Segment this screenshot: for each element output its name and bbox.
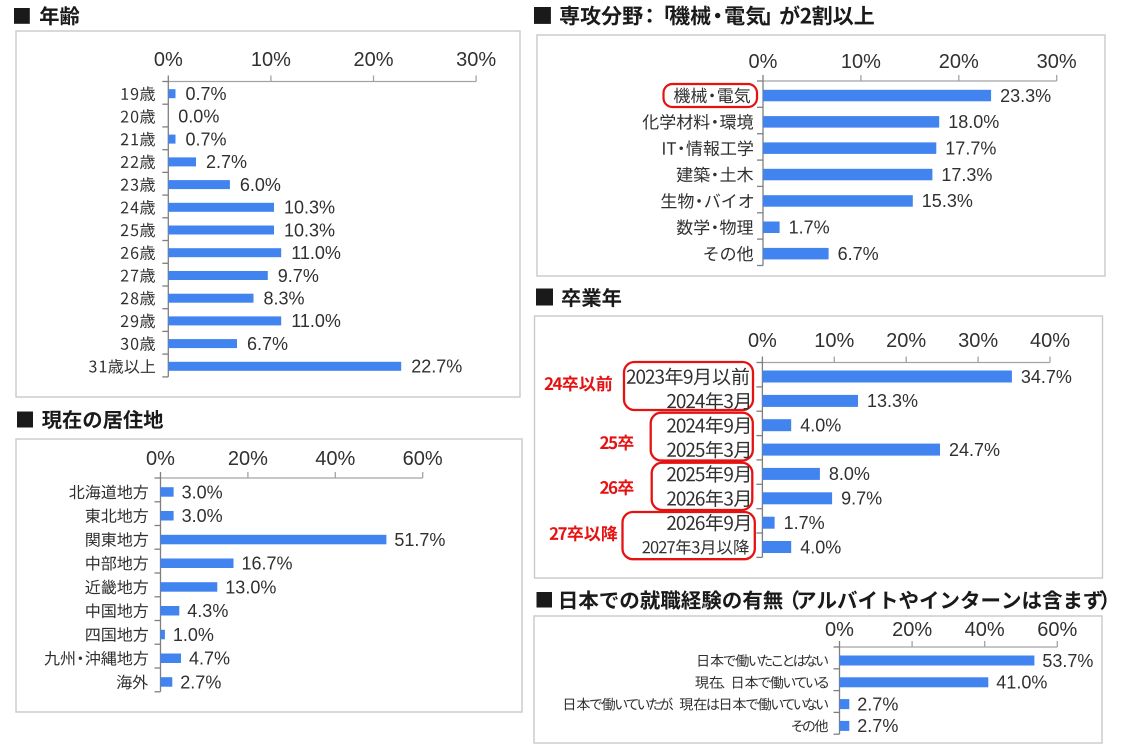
svg-text:51.7%: 51.7% (394, 530, 445, 550)
svg-text:40%: 40% (1030, 330, 1070, 352)
svg-text:0%: 0% (146, 448, 175, 470)
svg-text:17.3%: 17.3% (941, 165, 992, 185)
svg-text:24.7%: 24.7% (949, 440, 1000, 460)
svg-text:2.7%: 2.7% (180, 672, 221, 692)
svg-text:20%: 20% (228, 448, 268, 470)
svg-text:15.3%: 15.3% (922, 191, 973, 211)
svg-text:0%: 0% (748, 330, 777, 352)
svg-text:60%: 60% (1037, 619, 1077, 641)
svg-text:0%: 0% (749, 51, 778, 73)
svg-text:9.7%: 9.7% (841, 489, 882, 509)
svg-text:11.0%: 11.0% (291, 311, 341, 331)
svg-text:10.3%: 10.3% (284, 198, 335, 218)
svg-text:11.0%: 11.0% (291, 243, 341, 263)
svg-text:0.7%: 0.7% (186, 84, 227, 104)
svg-text:10.3%: 10.3% (284, 220, 335, 240)
svg-text:10%: 10% (251, 49, 291, 71)
svg-text:2.7%: 2.7% (206, 152, 247, 172)
svg-text:41.0%: 41.0% (996, 673, 1047, 693)
svg-text:2.7%: 2.7% (857, 716, 898, 736)
svg-text:18.0%: 18.0% (948, 112, 999, 132)
svg-text:30%: 30% (1037, 51, 1077, 73)
svg-text:1.0%: 1.0% (173, 625, 214, 645)
svg-text:34.7%: 34.7% (1021, 367, 1072, 387)
svg-text:16.7%: 16.7% (242, 554, 293, 574)
svg-text:20%: 20% (353, 49, 393, 71)
svg-text:13.0%: 13.0% (225, 577, 276, 597)
svg-text:1.7%: 1.7% (789, 218, 830, 238)
svg-text:20%: 20% (886, 330, 926, 352)
svg-text:6.7%: 6.7% (838, 244, 879, 264)
svg-text:22.7%: 22.7% (411, 357, 462, 377)
svg-text:3.0%: 3.0% (182, 482, 223, 502)
svg-text:4.3%: 4.3% (187, 601, 228, 621)
svg-text:0%: 0% (154, 49, 183, 71)
svg-text:6.0%: 6.0% (240, 175, 281, 195)
svg-text:8.0%: 8.0% (829, 464, 870, 484)
svg-text:0.0%: 0.0% (178, 107, 219, 127)
svg-text:8.3%: 8.3% (264, 289, 305, 309)
svg-text:10%: 10% (841, 51, 881, 73)
svg-text:0%: 0% (825, 619, 854, 641)
svg-text:40%: 40% (315, 448, 355, 470)
svg-text:2.7%: 2.7% (857, 694, 898, 714)
svg-text:9.7%: 9.7% (278, 266, 319, 286)
svg-text:53.7%: 53.7% (1042, 651, 1093, 671)
svg-text:1.7%: 1.7% (784, 513, 825, 533)
svg-text:3.0%: 3.0% (182, 506, 223, 526)
svg-text:40%: 40% (965, 619, 1005, 641)
svg-text:4.0%: 4.0% (800, 416, 841, 436)
svg-text:17.7%: 17.7% (945, 139, 996, 159)
svg-text:10%: 10% (814, 330, 854, 352)
svg-text:6.7%: 6.7% (247, 334, 288, 354)
svg-text:30%: 30% (958, 330, 998, 352)
svg-text:4.0%: 4.0% (800, 537, 841, 557)
svg-text:4.7%: 4.7% (189, 649, 230, 669)
svg-text:13.3%: 13.3% (867, 391, 918, 411)
svg-text:23.3%: 23.3% (1000, 86, 1051, 106)
svg-text:60%: 60% (403, 448, 443, 470)
svg-text:30%: 30% (456, 49, 496, 71)
svg-text:20%: 20% (892, 619, 932, 641)
svg-text:0.7%: 0.7% (186, 129, 227, 149)
svg-text:20%: 20% (939, 51, 979, 73)
